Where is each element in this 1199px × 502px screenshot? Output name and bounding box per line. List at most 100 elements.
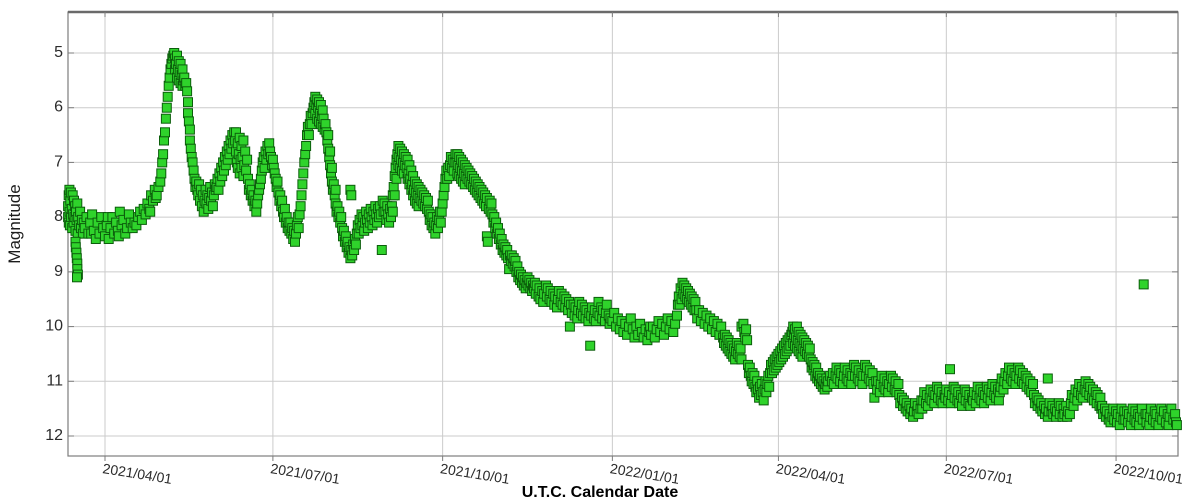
data-point bbox=[482, 236, 493, 247]
data-point bbox=[736, 354, 747, 365]
data-point bbox=[160, 113, 171, 124]
data-points bbox=[63, 48, 1182, 431]
data-point bbox=[124, 209, 134, 220]
data-point bbox=[87, 209, 98, 220]
data-point bbox=[320, 119, 331, 130]
data-point bbox=[391, 173, 402, 184]
data-point bbox=[159, 135, 169, 146]
data-point bbox=[158, 149, 169, 160]
data-point bbox=[336, 212, 347, 223]
data-point bbox=[114, 206, 125, 217]
data-point bbox=[185, 143, 196, 154]
y-tick-labels: 5 6 7 8 9 10 11 12 bbox=[45, 44, 63, 444]
data-point bbox=[742, 335, 753, 346]
data-point bbox=[346, 190, 357, 201]
data-point bbox=[251, 206, 262, 217]
data-point bbox=[437, 198, 448, 209]
data-point bbox=[564, 321, 575, 332]
gridlines bbox=[68, 12, 1178, 456]
data-point bbox=[72, 198, 83, 209]
data-point bbox=[439, 182, 450, 192]
data-point bbox=[264, 138, 275, 149]
data-point bbox=[1170, 409, 1181, 420]
data-point bbox=[163, 80, 174, 91]
data-point bbox=[72, 272, 82, 283]
data-point bbox=[389, 190, 400, 201]
data-point bbox=[317, 105, 328, 116]
data-point bbox=[945, 364, 955, 375]
data-point bbox=[252, 198, 263, 209]
data-point bbox=[672, 310, 682, 321]
data-point bbox=[993, 395, 1004, 406]
data-point bbox=[241, 165, 252, 176]
data-point bbox=[301, 141, 312, 151]
data-point bbox=[184, 124, 195, 135]
data-point bbox=[376, 245, 387, 255]
data-point bbox=[279, 203, 290, 214]
data-point bbox=[1028, 379, 1038, 389]
data-point bbox=[300, 149, 311, 160]
data-point bbox=[277, 195, 288, 206]
data-point bbox=[156, 168, 167, 179]
data-point bbox=[585, 340, 596, 351]
data-point bbox=[296, 190, 307, 201]
data-point bbox=[735, 343, 746, 354]
data-point bbox=[293, 223, 304, 234]
y-tick-label: 11 bbox=[46, 372, 63, 389]
plot-border bbox=[67, 10, 1179, 457]
data-point bbox=[601, 299, 612, 310]
data-point bbox=[1042, 373, 1053, 384]
data-point bbox=[325, 146, 336, 157]
y-axis-title: Magnitude bbox=[5, 184, 24, 263]
data-point bbox=[741, 324, 752, 335]
data-point bbox=[299, 157, 310, 168]
data-point bbox=[804, 343, 815, 354]
data-point bbox=[436, 206, 447, 217]
data-point bbox=[155, 176, 166, 187]
data-point bbox=[298, 168, 309, 179]
data-point bbox=[670, 318, 681, 329]
data-point bbox=[422, 195, 433, 206]
y-tick-label: 9 bbox=[54, 263, 63, 280]
y-tick-label: 8 bbox=[54, 208, 63, 225]
data-point bbox=[290, 236, 300, 247]
data-point bbox=[188, 165, 199, 176]
data-point bbox=[161, 102, 172, 113]
data-point bbox=[181, 78, 192, 89]
data-point bbox=[323, 130, 334, 141]
data-point bbox=[294, 209, 305, 220]
data-point bbox=[1095, 392, 1106, 403]
data-point bbox=[690, 296, 701, 307]
data-point bbox=[183, 108, 193, 119]
y-tick-label: 7 bbox=[54, 153, 63, 170]
data-point bbox=[177, 64, 188, 75]
data-point bbox=[182, 86, 193, 97]
data-point bbox=[145, 206, 156, 217]
data-point bbox=[240, 146, 251, 157]
y-tick-label: 10 bbox=[45, 318, 63, 335]
data-point bbox=[183, 97, 193, 108]
data-point bbox=[716, 321, 727, 332]
data-point bbox=[435, 217, 446, 228]
data-point bbox=[238, 135, 249, 146]
data-point bbox=[267, 154, 278, 165]
data-point bbox=[764, 381, 775, 392]
data-point bbox=[187, 157, 198, 168]
data-point bbox=[303, 130, 314, 141]
data-point bbox=[387, 206, 398, 217]
axis-tick-marks bbox=[68, 12, 1178, 461]
data-point bbox=[1171, 420, 1182, 431]
data-point bbox=[103, 234, 114, 244]
y-tick-label: 5 bbox=[54, 44, 63, 61]
data-point bbox=[207, 201, 218, 212]
y-tick-label: 12 bbox=[45, 427, 63, 444]
data-point bbox=[242, 154, 253, 165]
data-point bbox=[184, 135, 195, 146]
data-point bbox=[160, 127, 170, 138]
data-point bbox=[326, 162, 337, 173]
data-point bbox=[255, 173, 266, 184]
data-point bbox=[151, 190, 162, 201]
